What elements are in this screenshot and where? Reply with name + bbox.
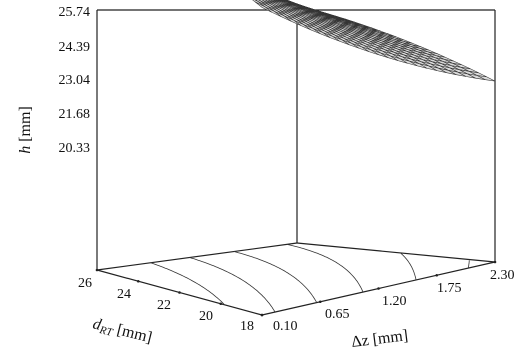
z-tick-label: 25.74 xyxy=(59,5,91,20)
surface-mesh xyxy=(252,0,496,82)
y-tick-label: 22 xyxy=(157,298,171,313)
z-axis-label-unit: [mm] xyxy=(17,106,34,146)
z-tick-label: 24.39 xyxy=(59,40,91,55)
floor-back-left-edge xyxy=(96,242,298,271)
x-tick-label: 0.65 xyxy=(325,307,350,322)
y-tick-label: 24 xyxy=(117,287,131,302)
y-axis-label: dRT [mm] xyxy=(91,315,154,348)
y-tick-mark xyxy=(95,268,99,272)
contour-line xyxy=(150,262,225,305)
x-tick-label: 1.20 xyxy=(382,294,407,309)
x-tick-mark xyxy=(435,273,439,277)
y-tick-label: 20 xyxy=(199,309,213,324)
x-tick-label: 1.75 xyxy=(437,281,462,296)
contour-line xyxy=(467,260,470,269)
y-axis-label-subscript: RT xyxy=(97,324,114,339)
x-tick-mark xyxy=(260,313,264,317)
contour-line xyxy=(189,257,276,313)
x-tick-label: 0.10 xyxy=(273,319,298,334)
floor-contours xyxy=(150,244,470,313)
y-tick-label: 18 xyxy=(240,319,254,334)
y-axis-label-unit: [mm] xyxy=(111,320,153,346)
contour-line xyxy=(233,251,318,303)
x-tick-label: 2.30 xyxy=(490,268,515,283)
x-axis-label: Δz [mm] xyxy=(350,327,409,351)
z-tick-label: 20.33 xyxy=(59,141,91,156)
y-tick-label: 26 xyxy=(78,276,92,291)
x-tick-mark xyxy=(493,260,497,264)
z-tick-label: 21.68 xyxy=(59,107,91,122)
y-tick-mark xyxy=(219,302,223,306)
y-tick-mark xyxy=(178,291,181,294)
z-axis-label-symbol: h xyxy=(17,146,34,154)
x-tick-mark xyxy=(377,287,380,290)
x-tick-mark xyxy=(318,300,322,304)
y-tick-mark xyxy=(136,279,140,283)
floor-back-right-edge xyxy=(296,242,496,263)
z-axis-ticks: 25.74 24.39 23.04 21.68 20.33 xyxy=(59,5,91,156)
contour-line xyxy=(286,244,364,293)
x-axis-ticks xyxy=(260,260,497,317)
surface-cell xyxy=(254,1,272,13)
svg-text:h [mm]: h [mm] xyxy=(17,106,34,154)
contour-line xyxy=(400,253,417,281)
z-axis-label: h [mm] xyxy=(17,106,34,154)
z-tick-label: 23.04 xyxy=(59,73,91,88)
